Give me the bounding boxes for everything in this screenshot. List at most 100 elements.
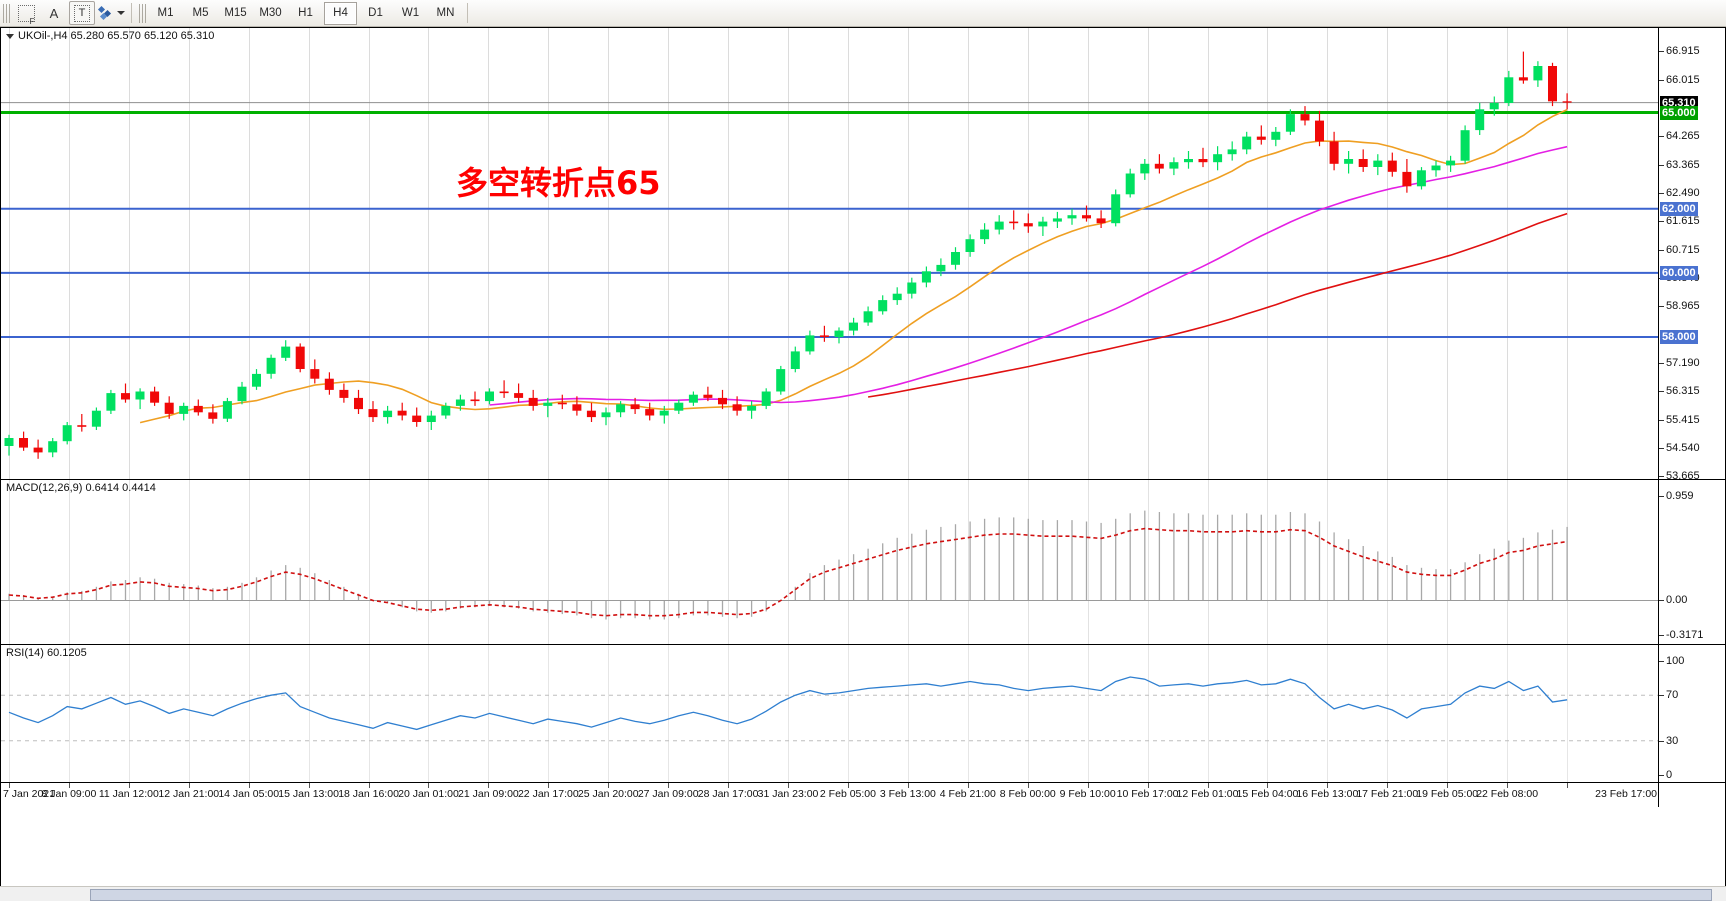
date-label: 12 Jan 21:00: [158, 788, 220, 800]
objects-glyph: [97, 5, 114, 21]
font-icon[interactable]: A: [49, 5, 59, 21]
timeframe-grip[interactable]: [139, 3, 146, 23]
timeframe-h4[interactable]: H4: [324, 1, 357, 25]
horizontal-scrollbar[interactable]: [90, 889, 1712, 901]
axis-tick: [1659, 741, 1664, 742]
date-tick: [249, 783, 250, 788]
axis-tick: [1659, 51, 1664, 52]
chart-annotation: 多空转折点65: [456, 164, 661, 202]
date-label: 12 Feb 01:00: [1176, 788, 1239, 800]
templates-icon[interactable]: F: [13, 1, 39, 26]
axis-tick: [1659, 250, 1664, 251]
axis-label: 0: [1666, 769, 1673, 781]
price-axis[interactable]: 66.915 66.015 65.310 65.000 64.265 63.365 62.4…: [1658, 28, 1725, 479]
date-label: 21 Jan 09:00: [458, 788, 519, 800]
axis-label: 62.490: [1666, 187, 1700, 200]
date-tick: [1387, 783, 1388, 788]
timeframe-w1[interactable]: W1: [401, 7, 420, 19]
date-label: 3 Feb 13:00: [879, 788, 936, 800]
objects-icon[interactable]: [97, 1, 126, 25]
date-label: 4 Feb 21:00: [939, 788, 996, 800]
date-tick: [848, 783, 849, 788]
date-tick: [728, 783, 729, 788]
rsi-axis[interactable]: 100 70 30 0: [1658, 645, 1725, 782]
date-tick: [1088, 783, 1089, 788]
macd-plot[interactable]: [1, 480, 1725, 644]
date-tick: [1028, 783, 1029, 788]
axis-tick: [1659, 136, 1664, 137]
date-tick: [668, 783, 669, 788]
status-bar: [0, 886, 1726, 901]
date-label: 15 Feb 04:00: [1236, 788, 1299, 800]
axis-tick: [1659, 695, 1664, 696]
rsi-series-svg: [1, 645, 1661, 782]
date-label: 20 Jan 01:00: [398, 788, 459, 800]
axis-tick: [1659, 661, 1664, 662]
chart-canvas[interactable]: UKOil-,H4 65.280 65.570 65.120 65.310 多空…: [0, 27, 1726, 900]
date-tick: [9, 783, 10, 788]
macd-pane[interactable]: MACD(12,26,9) 0.6414 0.4414 0.959 0.00 -0.…: [1, 480, 1725, 645]
date-label: 7 Jan 2021: [3, 788, 55, 800]
axis-tick: [1659, 496, 1664, 497]
timeframe-m15[interactable]: M15: [224, 7, 247, 19]
macd-series-svg: [1, 480, 1661, 644]
rsi-pane-label: RSI(14) 60.1205: [6, 647, 87, 659]
axis-label: 64.265: [1666, 130, 1700, 143]
toolbar-grip[interactable]: [3, 3, 10, 23]
axis-label: 100: [1666, 655, 1685, 667]
date-axis[interactable]: 7 Jan 2021 8 Jan 09:00 11 Jan 12:00 12 Jan …: [1, 783, 1659, 807]
timeframe-m30[interactable]: M30: [259, 7, 282, 19]
axis-badge: 65.000: [1660, 105, 1698, 120]
timeframe-d1[interactable]: D1: [368, 7, 383, 19]
date-label: 8 Jan 09:00: [41, 788, 97, 800]
toolbar-separator-2: [467, 3, 468, 23]
axis-label: 55.415: [1666, 413, 1700, 426]
date-label: 22 Feb 08:00: [1476, 788, 1539, 800]
axis-tick: [1659, 448, 1664, 449]
date-label: 16 Feb 13:00: [1296, 788, 1359, 800]
date-label: 15 Jan 13:00: [278, 788, 339, 800]
date-label: 31 Jan 23:00: [757, 788, 819, 800]
date-label: 28 Jan 17:00: [697, 788, 759, 800]
macd-axis[interactable]: 0.959 0.00 -0.3171: [1658, 480, 1725, 644]
collapse-caret-icon[interactable]: [6, 33, 14, 39]
axis-label: 30: [1666, 734, 1679, 747]
axis-tick: [1659, 221, 1664, 222]
date-label: 11 Jan 12:00: [98, 788, 159, 800]
axis-label: 66.015: [1666, 73, 1700, 86]
axis-badge: 58.000: [1660, 329, 1698, 344]
date-tick: [189, 783, 190, 788]
axis-badge: 60.000: [1660, 265, 1698, 280]
timeframe-m5[interactable]: M5: [192, 7, 209, 19]
date-axis-pane[interactable]: 7 Jan 2021 8 Jan 09:00 11 Jan 12:00 12 Jan …: [1, 783, 1725, 807]
date-label: 27 Jan 09:00: [637, 788, 699, 800]
rsi-pane[interactable]: RSI(14) 60.1205 100 70 30 0: [1, 645, 1725, 783]
timeframe-h1[interactable]: H1: [298, 7, 313, 19]
price-pane[interactable]: UKOil-,H4 65.280 65.570 65.120 65.310 多空…: [1, 28, 1725, 480]
date-label: 2 Feb 05:00: [819, 788, 876, 800]
price-series-svg: [1, 28, 1661, 479]
price-plot[interactable]: [1, 28, 1725, 479]
axis-label: 57.190: [1666, 356, 1700, 369]
timeframe-mn[interactable]: MN: [436, 7, 455, 19]
axis-label: 0.959: [1666, 490, 1694, 502]
timeframe-m1[interactable]: M1: [157, 7, 174, 19]
axis-label: 58.965: [1666, 300, 1700, 313]
axis-label: 56.315: [1666, 385, 1700, 398]
date-tick: [69, 783, 70, 788]
date-label: 14 Jan 05:00: [218, 788, 280, 800]
text-tool-icon[interactable]: T: [69, 1, 95, 25]
text-tool-glyph: T: [74, 4, 90, 22]
date-tick: [1567, 783, 1568, 788]
date-axis-corner: [1658, 783, 1725, 807]
axis-tick: [1659, 391, 1664, 392]
date-label: 25 Jan 20:00: [577, 788, 639, 800]
date-label: 8 Feb 00:00: [999, 788, 1056, 800]
axis-label: -0.3171: [1666, 629, 1704, 641]
axis-label: 70: [1666, 689, 1679, 702]
date-tick: [608, 783, 609, 788]
chevron-down-icon[interactable]: [117, 11, 125, 15]
rsi-plot[interactable]: [1, 645, 1725, 782]
date-label: 18 Jan 16:00: [338, 788, 399, 800]
